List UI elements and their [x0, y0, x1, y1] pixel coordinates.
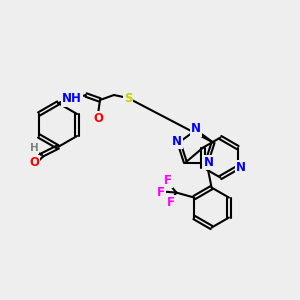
Text: S: S [124, 92, 132, 104]
Text: NH: NH [62, 92, 82, 106]
Text: N: N [191, 122, 201, 136]
Text: F: F [157, 186, 165, 199]
Text: F: F [167, 196, 175, 209]
Text: N: N [172, 135, 182, 148]
Text: O: O [93, 112, 103, 125]
Text: F: F [164, 174, 172, 187]
Text: H: H [30, 143, 38, 153]
Text: N: N [204, 156, 214, 169]
Text: N: N [236, 161, 246, 174]
Text: O: O [29, 157, 39, 169]
